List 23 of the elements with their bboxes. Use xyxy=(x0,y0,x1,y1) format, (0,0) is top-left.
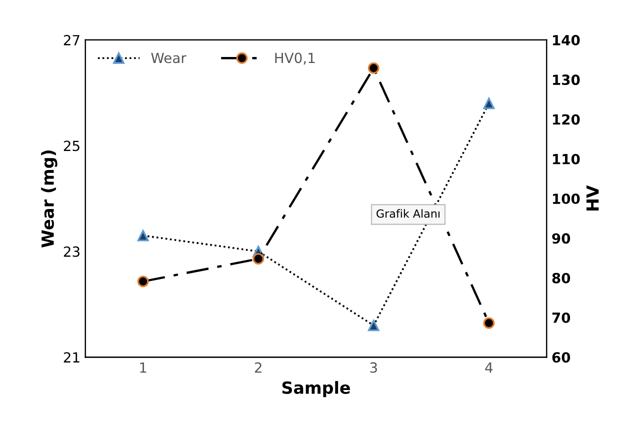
y2-tick-label: 140 xyxy=(553,34,580,46)
y-axis-title: Wear (mg) xyxy=(41,150,58,248)
x-tick-label: 4 xyxy=(485,362,493,373)
y-tick-label: 25 xyxy=(64,140,80,152)
x-tick-label: 3 xyxy=(370,362,377,373)
y2-tick-label: 70 xyxy=(552,312,570,323)
legend-label: HV0,1 xyxy=(275,52,315,65)
legend-label: Wear xyxy=(151,52,186,64)
y2-tick-label: 60 xyxy=(552,352,570,363)
y2-tick-label: 110 xyxy=(553,154,580,164)
y-tick-label: 23 xyxy=(64,246,80,257)
y2-tick-label: 100 xyxy=(553,194,580,204)
x-tick-label: 2 xyxy=(254,362,262,373)
x-axis-title: Sample xyxy=(282,381,350,398)
annotation: Grafik Alanı xyxy=(376,209,440,218)
y2-tick-label: 80 xyxy=(552,272,570,284)
y2-tick-label: 130 xyxy=(553,74,580,86)
y2-tick-label: 90 xyxy=(552,233,570,244)
y-tick-label: 21 xyxy=(64,352,80,362)
x-tick-label: 1 xyxy=(140,362,146,373)
y2-axis-title: HV xyxy=(586,185,599,210)
y-tick-label: 27 xyxy=(64,34,80,46)
y2-tick-label: 120 xyxy=(553,114,580,125)
